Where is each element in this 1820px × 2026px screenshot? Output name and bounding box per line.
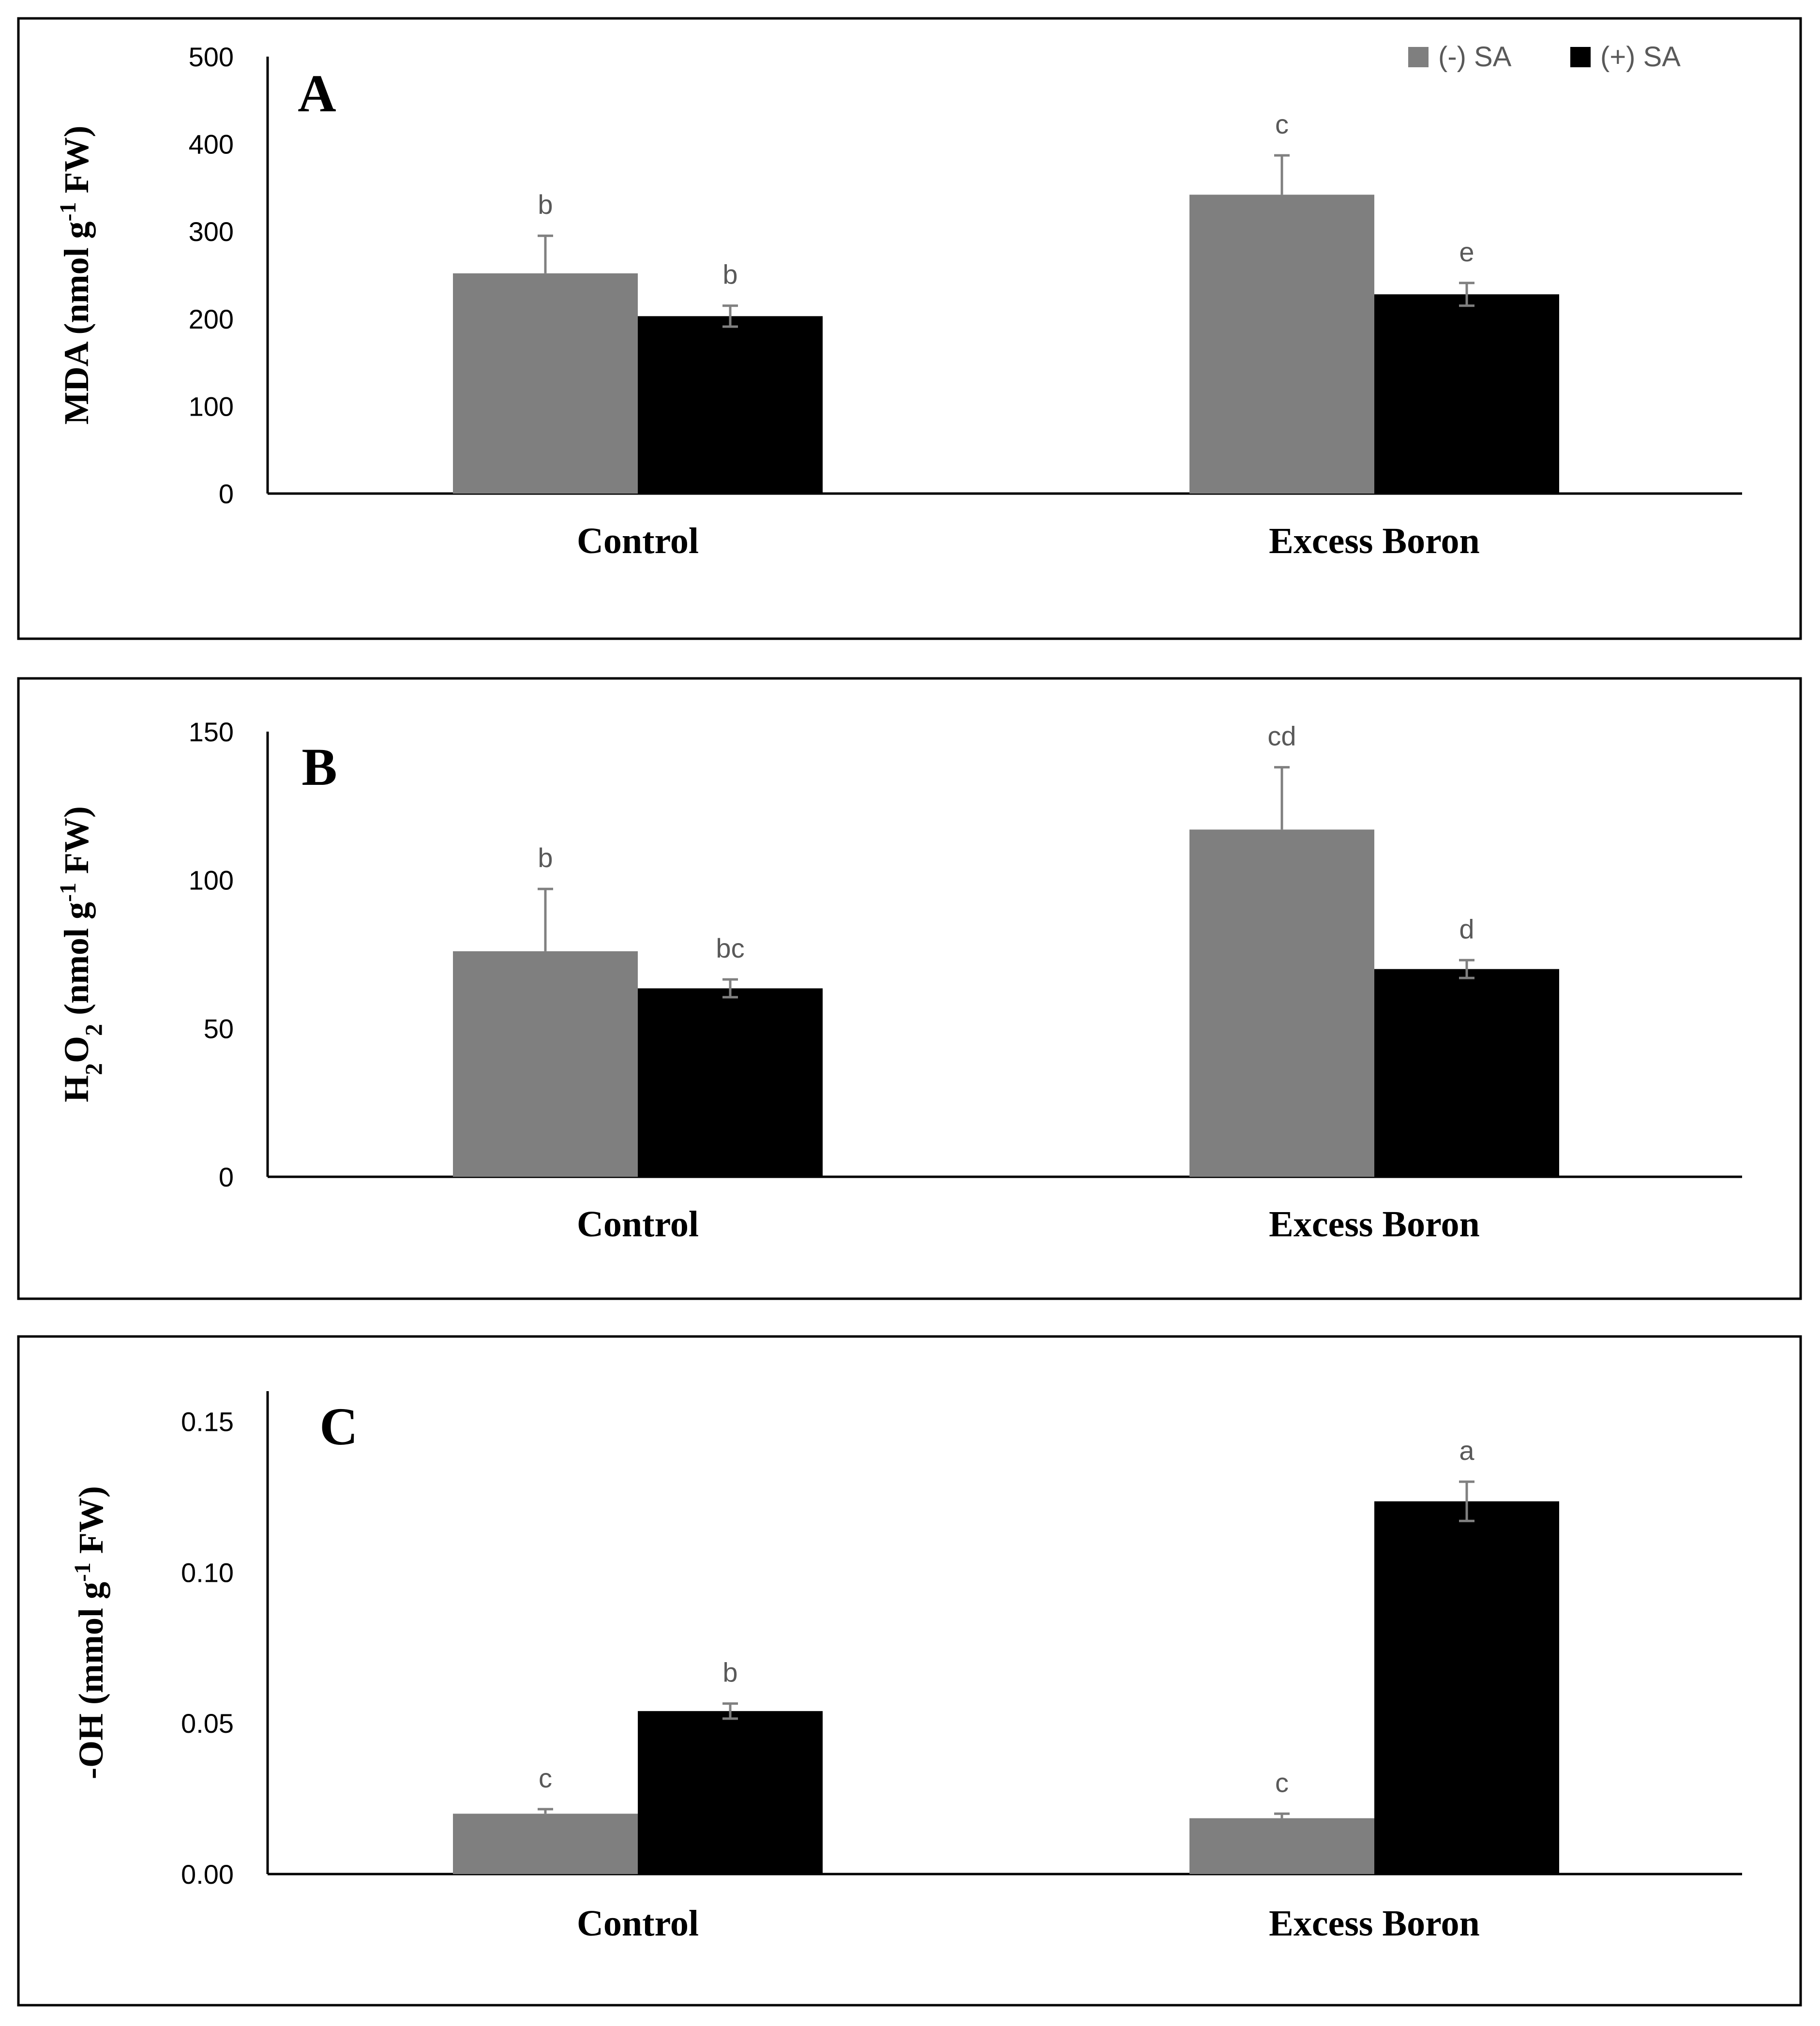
significance-letter: c: [1275, 1767, 1289, 1798]
bar-plus-sa-control: [638, 316, 823, 494]
significance-letter: c: [1275, 109, 1289, 139]
error-bar: [1274, 766, 1290, 830]
y-tick-label: 0.05: [181, 1708, 234, 1739]
error-bar: [538, 887, 553, 951]
significance-letter: b: [722, 259, 737, 290]
legend-label: (+) SA: [1600, 41, 1681, 73]
significance-letter: b: [722, 1657, 737, 1688]
error-bar: [722, 978, 738, 999]
error-bar: [1459, 959, 1474, 979]
y-tick-label: 0: [219, 479, 234, 509]
y-tick-label: 0.15: [181, 1406, 234, 1437]
significance-letter: a: [1459, 1435, 1474, 1466]
significance-letter: b: [538, 842, 553, 873]
category-label: Control: [577, 521, 699, 561]
panel-letter: B: [301, 737, 337, 796]
bar-minus-sa-control: [453, 1814, 638, 1874]
y-axis-label: MDA (nmol g-1 FW): [55, 126, 96, 425]
y-tick-label: 0.10: [181, 1557, 234, 1588]
error-bar: [1274, 1812, 1290, 1818]
y-axis-label: -OH (mmol g-1 FW): [70, 1486, 111, 1779]
y-tick-label: 100: [189, 391, 234, 421]
error-bar: [1459, 282, 1474, 307]
panel-border: [17, 1335, 1802, 2007]
error-bar: [722, 304, 738, 328]
bar-minus-sa-control: [453, 951, 638, 1177]
bar-minus-sa-control: [453, 273, 638, 494]
category-label: Excess Boron: [1269, 1204, 1480, 1245]
error-bar: [538, 234, 553, 273]
y-tick-label: 200: [189, 304, 234, 334]
y-tick-label: 150: [189, 717, 234, 747]
category-label: Control: [577, 1903, 699, 1944]
panel-border: [17, 17, 1802, 640]
panel-border: [17, 677, 1802, 1300]
panel-c: 0.00 0.05 0.10 0.15 -OH (mmol g-1 FW) Cc c b a Co…: [17, 1335, 1802, 2007]
y-tick-label: 0.00: [181, 1859, 234, 1890]
bar-plus-sa-control: [638, 1711, 823, 1874]
error-bar: [1459, 1480, 1474, 1522]
y-axis-label: H2O2 (nmol g-1 FW): [55, 806, 107, 1102]
bar-plus-sa-control: [638, 988, 823, 1177]
y-tick-label: 300: [189, 216, 234, 247]
bar-plus-sa-excess-boron: [1374, 294, 1559, 494]
legend: (-) SA (+) SA: [1408, 41, 1681, 73]
error-bar: [722, 1702, 738, 1720]
bar-plus-sa-excess-boron: [1374, 969, 1559, 1177]
y-tick-label: 400: [189, 129, 234, 160]
legend-label: (-) SA: [1438, 41, 1512, 73]
significance-letter: d: [1459, 914, 1474, 944]
panel-letter: C: [319, 1397, 358, 1456]
legend-swatch-minus-sa: [1408, 47, 1429, 67]
y-tick-label: 500: [189, 42, 234, 72]
bar-minus-sa-excess-boron: [1189, 829, 1374, 1177]
y-tick-label: 50: [204, 1013, 234, 1044]
legend-swatch-plus-sa: [1570, 47, 1591, 67]
significance-letter: e: [1459, 237, 1474, 267]
significance-letter: bc: [716, 933, 744, 963]
bar-minus-sa-excess-boron: [1189, 195, 1374, 494]
significance-letter: c: [539, 1763, 552, 1793]
significance-letter: b: [538, 189, 553, 220]
y-tick-label: 0: [219, 1162, 234, 1192]
bar-plus-sa-excess-boron: [1374, 1501, 1559, 1874]
panel-a: 0 100 200 300 400 500 MDA (nmol g-1 FW) Ab c b e Co…: [17, 17, 1802, 640]
panel-letter: A: [298, 64, 336, 123]
error-bar: [1274, 154, 1290, 195]
category-label: Excess Boron: [1269, 521, 1480, 561]
category-label: Excess Boron: [1269, 1903, 1480, 1944]
error-bar: [538, 1808, 553, 1814]
category-label: Control: [577, 1204, 699, 1245]
bar-minus-sa-excess-boron: [1189, 1818, 1374, 1874]
y-tick-label: 100: [189, 865, 234, 896]
significance-letter: cd: [1267, 721, 1296, 751]
